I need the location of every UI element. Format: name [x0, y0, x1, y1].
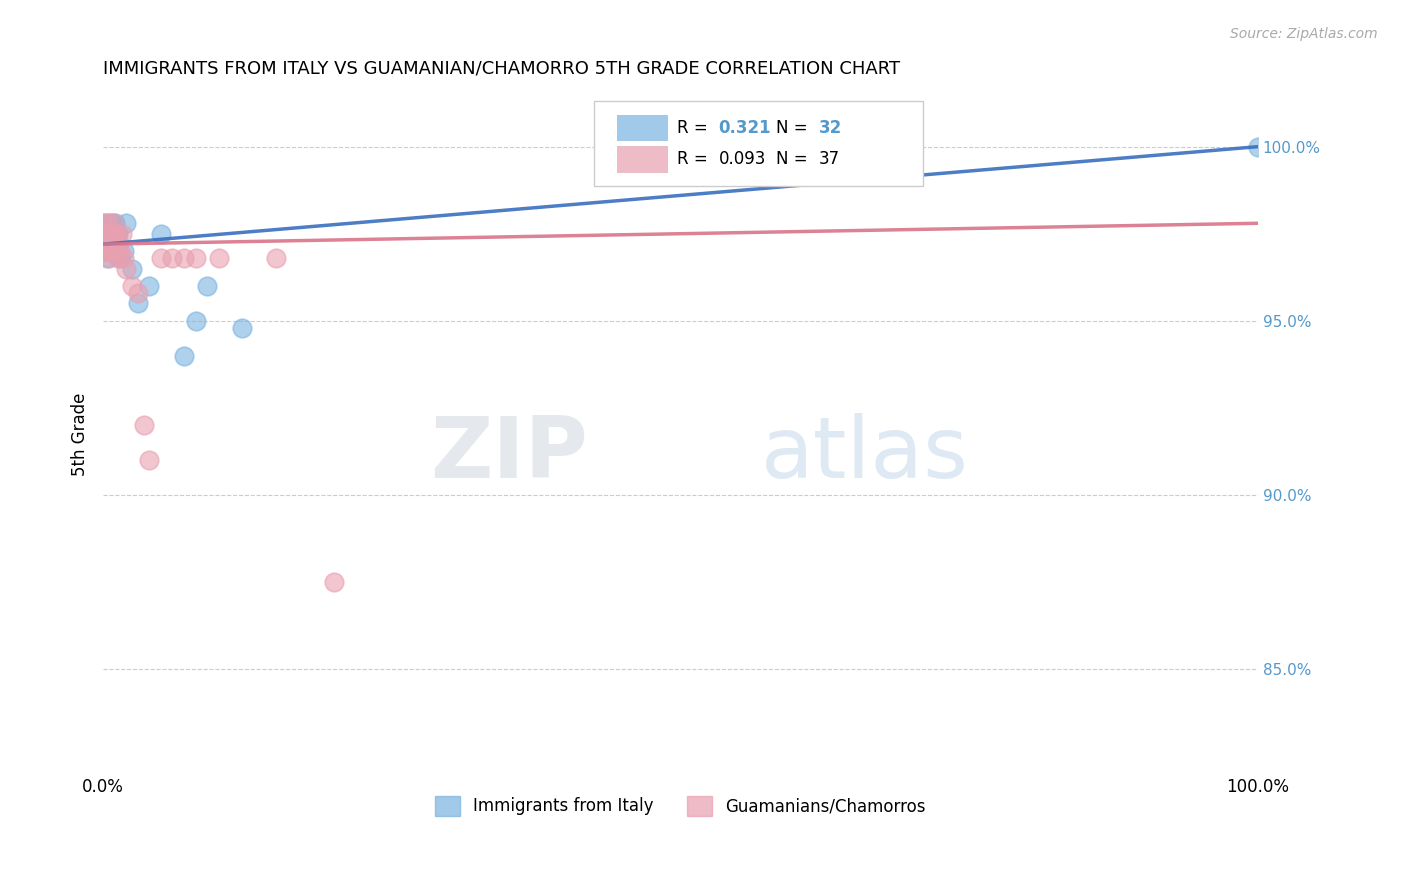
Point	[101, 237, 124, 252]
Point	[94, 244, 117, 259]
Point	[98, 244, 121, 259]
Text: 0.321: 0.321	[718, 120, 772, 137]
Point	[104, 216, 127, 230]
Point	[112, 244, 135, 259]
Point	[97, 227, 120, 241]
Point	[96, 251, 118, 265]
Text: N =: N =	[776, 120, 813, 137]
Point	[138, 453, 160, 467]
Point	[112, 251, 135, 265]
Point	[138, 279, 160, 293]
Point	[105, 227, 128, 241]
Point	[173, 349, 195, 363]
Point	[195, 279, 218, 293]
Point	[266, 251, 288, 265]
Point	[184, 251, 207, 265]
Point	[97, 237, 120, 252]
Point	[184, 314, 207, 328]
Point	[149, 227, 172, 241]
Point	[105, 237, 128, 252]
Text: ZIP: ZIP	[430, 413, 588, 496]
Point	[115, 216, 138, 230]
Point	[207, 251, 229, 265]
Point	[98, 227, 121, 241]
Point	[121, 279, 143, 293]
Point	[93, 216, 115, 230]
Point	[110, 244, 132, 259]
Point	[127, 285, 149, 300]
Point	[323, 574, 346, 589]
Point	[97, 227, 120, 241]
Point	[96, 237, 118, 252]
Point	[108, 237, 131, 252]
Point	[100, 227, 122, 241]
Point	[96, 237, 118, 252]
Point	[103, 227, 125, 241]
Text: 32: 32	[820, 120, 842, 137]
Point	[104, 227, 127, 241]
Point	[101, 237, 124, 252]
Point	[110, 227, 132, 241]
Point	[104, 244, 127, 259]
Point	[94, 227, 117, 241]
Point	[132, 418, 155, 433]
Text: IMMIGRANTS FROM ITALY VS GUAMANIAN/CHAMORRO 5TH GRADE CORRELATION CHART: IMMIGRANTS FROM ITALY VS GUAMANIAN/CHAMO…	[103, 60, 900, 78]
Point	[107, 251, 129, 265]
Point	[121, 261, 143, 276]
Text: atlas: atlas	[761, 413, 969, 496]
Legend: Immigrants from Italy, Guamanians/Chamorros: Immigrants from Italy, Guamanians/Chamor…	[429, 789, 932, 822]
FancyBboxPatch shape	[617, 115, 668, 141]
Point	[97, 227, 120, 241]
Point	[107, 227, 129, 241]
Text: R =: R =	[678, 150, 713, 168]
Point	[97, 244, 120, 259]
Point	[162, 251, 184, 265]
Y-axis label: 5th Grade: 5th Grade	[72, 392, 89, 475]
Point	[96, 227, 118, 241]
Point	[231, 320, 253, 334]
Point	[94, 244, 117, 259]
Point	[101, 216, 124, 230]
Point	[104, 244, 127, 259]
Point	[101, 227, 124, 241]
Point	[173, 251, 195, 265]
Point	[93, 227, 115, 241]
FancyBboxPatch shape	[593, 101, 922, 186]
Point	[93, 216, 115, 230]
Point	[104, 237, 127, 252]
Point	[1247, 139, 1270, 153]
Text: 0.093: 0.093	[718, 150, 766, 168]
Point	[100, 244, 122, 259]
Point	[97, 216, 120, 230]
Point	[149, 251, 172, 265]
Point	[97, 251, 120, 265]
Point	[110, 251, 132, 265]
Point	[103, 216, 125, 230]
Point	[104, 227, 127, 241]
Text: 37: 37	[820, 150, 841, 168]
Text: N =: N =	[776, 150, 813, 168]
Point	[115, 261, 138, 276]
Point	[98, 237, 121, 252]
FancyBboxPatch shape	[617, 146, 668, 172]
Text: Source: ZipAtlas.com: Source: ZipAtlas.com	[1230, 27, 1378, 41]
Point	[127, 296, 149, 310]
Text: R =: R =	[678, 120, 713, 137]
Point	[97, 216, 120, 230]
Point	[94, 237, 117, 252]
Point	[98, 237, 121, 252]
